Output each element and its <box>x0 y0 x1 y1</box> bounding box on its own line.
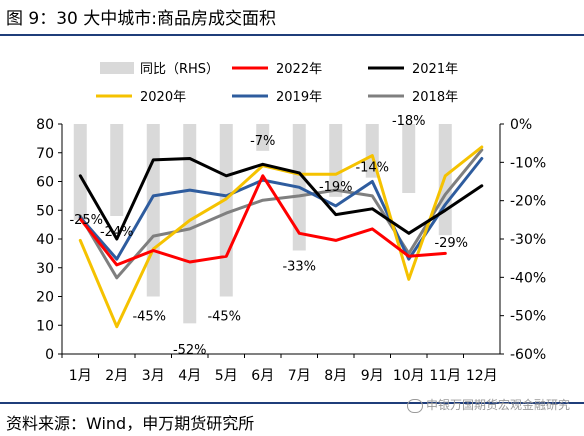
legend-label-4: 2019年 <box>276 90 322 105</box>
x-tick-label-3: 3月 <box>142 368 165 384</box>
x-tick-label-1: 1月 <box>69 368 92 384</box>
watermark: 申银万国期货宏观金融研究 <box>406 396 570 413</box>
x-tick-label-7: 7月 <box>288 368 311 384</box>
bar-label-2: -24% <box>100 225 134 240</box>
bar-yoy-4 <box>183 124 197 324</box>
bar-label-5: -45% <box>207 310 241 325</box>
bar-yoy-8 <box>329 124 343 197</box>
bar-yoy-10 <box>402 124 416 193</box>
x-tick-label-4: 4月 <box>178 368 201 384</box>
left-tick-label-50: 50 <box>36 203 54 219</box>
right-tick-label-3: -30% <box>510 232 546 248</box>
source-note: 资料来源：Wind，申万期货研究所 <box>6 414 255 433</box>
left-tick-label-10: 10 <box>36 318 54 334</box>
labels-layer: -25%-24% -45% -52% -45% -7% -33% -19%-14% -18% -… <box>69 114 468 358</box>
left-tick-label-70: 70 <box>36 146 54 162</box>
legend-label-3: 2020年 <box>140 90 186 105</box>
bar-label-9: -14% <box>355 161 389 176</box>
axes-layer: 0 10 20 30 40 50 60 70 80 0% -10% -20% -30% -40% -50% -… <box>36 117 546 384</box>
right-tick-label-2: -20% <box>510 194 546 210</box>
x-tick-label-9: 9月 <box>361 368 384 384</box>
bar-yoy-5 <box>219 124 233 297</box>
legend-label-5: 2018年 <box>412 90 458 105</box>
bar-label-4: -52% <box>173 343 207 358</box>
left-tick-label-60: 60 <box>36 175 54 191</box>
bar-label-8: -19% <box>319 180 353 195</box>
bar-label-11: -29% <box>434 236 468 251</box>
line-series-2022年 <box>78 174 447 267</box>
bar-label-10: -18% <box>392 114 426 129</box>
legend-label-0: 同比（RHS） <box>140 62 219 77</box>
title-bar: 图 9：30 大中城市:商品房成交面积 <box>0 0 584 36</box>
source-bar: 资料来源：Wind，申万期货研究所 <box>0 402 584 436</box>
left-tick-label-40: 40 <box>36 232 54 248</box>
bar-label-1: -25% <box>69 213 103 228</box>
x-tick-label-10: 10月 <box>393 368 425 384</box>
x-tick-label-2: 2月 <box>105 368 128 384</box>
x-tick-label-8: 8月 <box>324 368 347 384</box>
right-tick-label-1: -10% <box>510 155 546 171</box>
legend: 同比（RHS） 2022年 2021年 2020年 2019年 2018年 <box>96 62 458 105</box>
bar-label-3: -45% <box>132 310 166 325</box>
x-tick-label-12: 12月 <box>466 368 498 384</box>
left-tick-label-30: 30 <box>36 261 54 277</box>
bar-label-7: -33% <box>282 260 316 275</box>
legend-swatch-bar <box>100 62 134 74</box>
left-tick-label-80: 80 <box>36 117 54 133</box>
bar-yoy-3 <box>146 124 160 297</box>
right-tick-label-0: 0% <box>510 117 532 133</box>
right-tick-label-6: -60% <box>510 347 546 363</box>
line-series-2020年 <box>78 145 484 329</box>
bar-yoy-6 <box>256 124 270 151</box>
legend-label-1: 2022年 <box>276 62 322 77</box>
bar-yoy-1 <box>73 124 87 220</box>
x-tick-label-11: 11月 <box>429 368 461 384</box>
right-tick-label-5: -50% <box>510 309 546 325</box>
left-tick-label-20: 20 <box>36 290 54 306</box>
right-tick-label-4: -40% <box>510 270 546 286</box>
bar-yoy-2 <box>110 124 124 216</box>
bar-label-6: -7% <box>250 134 275 149</box>
chart: 同比（RHS） 2022年 2021年 2020年 2019年 2018年 0 10 20 30… <box>36 62 546 384</box>
x-tick-label-6: 6月 <box>251 368 274 384</box>
line-series-2018年 <box>78 148 484 280</box>
left-tick-label-0: 0 <box>45 347 54 363</box>
wechat-logo-icon <box>406 398 423 413</box>
watermark-text: 申银万国期货宏观金融研究 <box>425 398 570 412</box>
legend-label-2: 2021年 <box>412 62 458 77</box>
line-series-2021年 <box>78 157 484 241</box>
line-series-2019年 <box>78 157 484 261</box>
figure-title: 图 9：30 大中城市:商品房成交面积 <box>6 9 276 29</box>
x-tick-label-5: 5月 <box>215 368 238 384</box>
lines-layer <box>78 145 484 329</box>
